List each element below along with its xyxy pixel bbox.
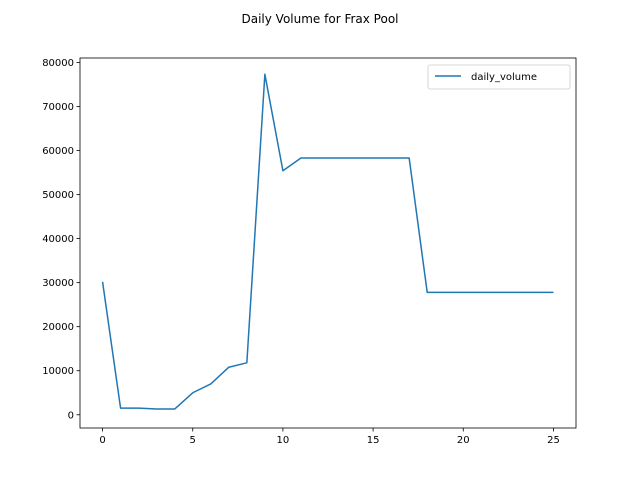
y-tick-label: 10000 [42, 366, 74, 377]
x-tick-label: 25 [547, 435, 560, 446]
x-tick-label: 20 [457, 435, 470, 446]
legend: daily_volume [427, 64, 571, 90]
y-tick-label: 80000 [42, 58, 74, 69]
x-tick-label: 0 [99, 435, 105, 446]
y-tick-label: 30000 [42, 278, 74, 289]
chart-title: Daily Volume for Frax Pool [242, 12, 399, 26]
x-tick-label: 10 [277, 435, 290, 446]
y-tick-label: 70000 [42, 102, 74, 113]
legend-label: daily_volume [471, 72, 537, 83]
plot-area: 0 5 10 15 20 25 0 10000 20000 30000 40000 50000 6000… [42, 58, 560, 446]
y-tick-label: 40000 [42, 234, 74, 245]
series-line-daily_volume [101, 73, 554, 410]
axes-frame [79, 57, 577, 429]
legend-box [427, 64, 571, 90]
y-tick-label: 20000 [42, 322, 74, 333]
x-tick-label: 15 [367, 435, 380, 446]
y-tick-label: 60000 [42, 146, 74, 157]
y-tick-label: 50000 [42, 190, 74, 201]
y-tick-label: 0 [68, 410, 74, 421]
x-tick-label: 5 [190, 435, 196, 446]
